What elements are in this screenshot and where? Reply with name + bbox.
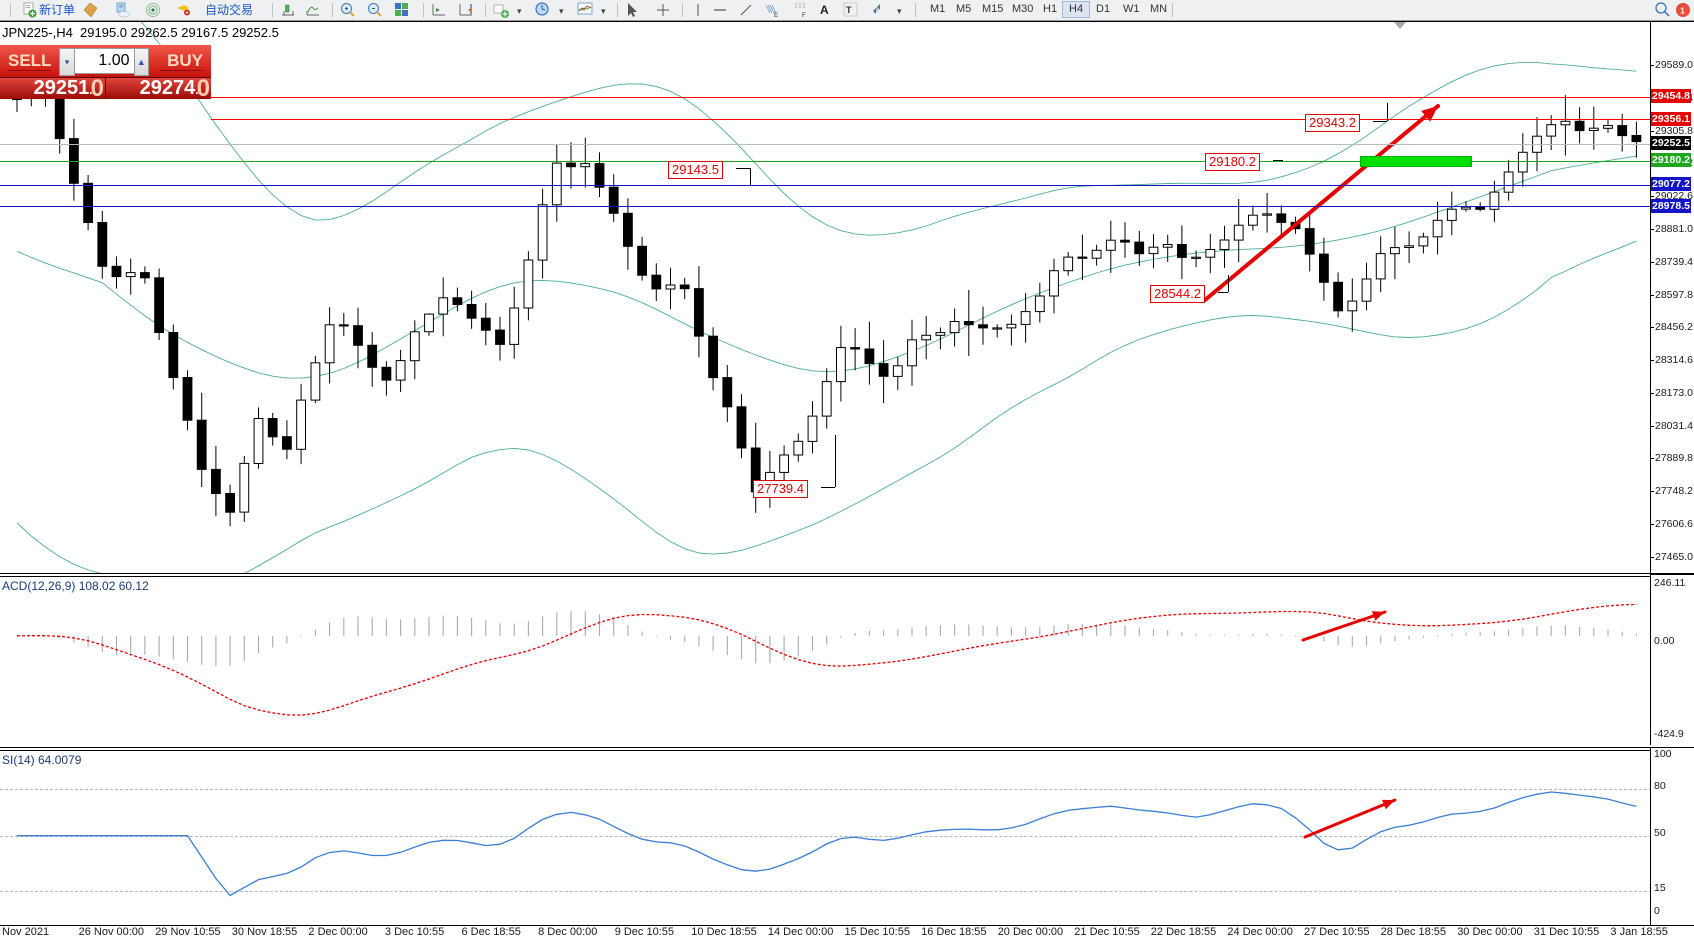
svg-text:T: T	[846, 5, 852, 15]
svg-text:1: 1	[1680, 7, 1685, 16]
svg-text:F: F	[802, 13, 806, 18]
svg-text:E: E	[774, 13, 778, 18]
